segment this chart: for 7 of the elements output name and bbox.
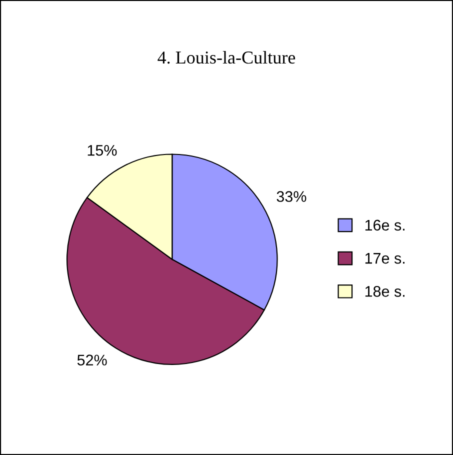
legend-label: 17e s. [365, 253, 404, 264]
legend-label: 18e s. [365, 286, 404, 297]
legend-label: 16e s. [365, 220, 404, 231]
data-label: 52% [77, 354, 107, 366]
data-label: 15% [88, 145, 117, 156]
data-label: 33% [276, 191, 306, 202]
chart-title: 4. Louis-la-Culture [158, 50, 296, 64]
